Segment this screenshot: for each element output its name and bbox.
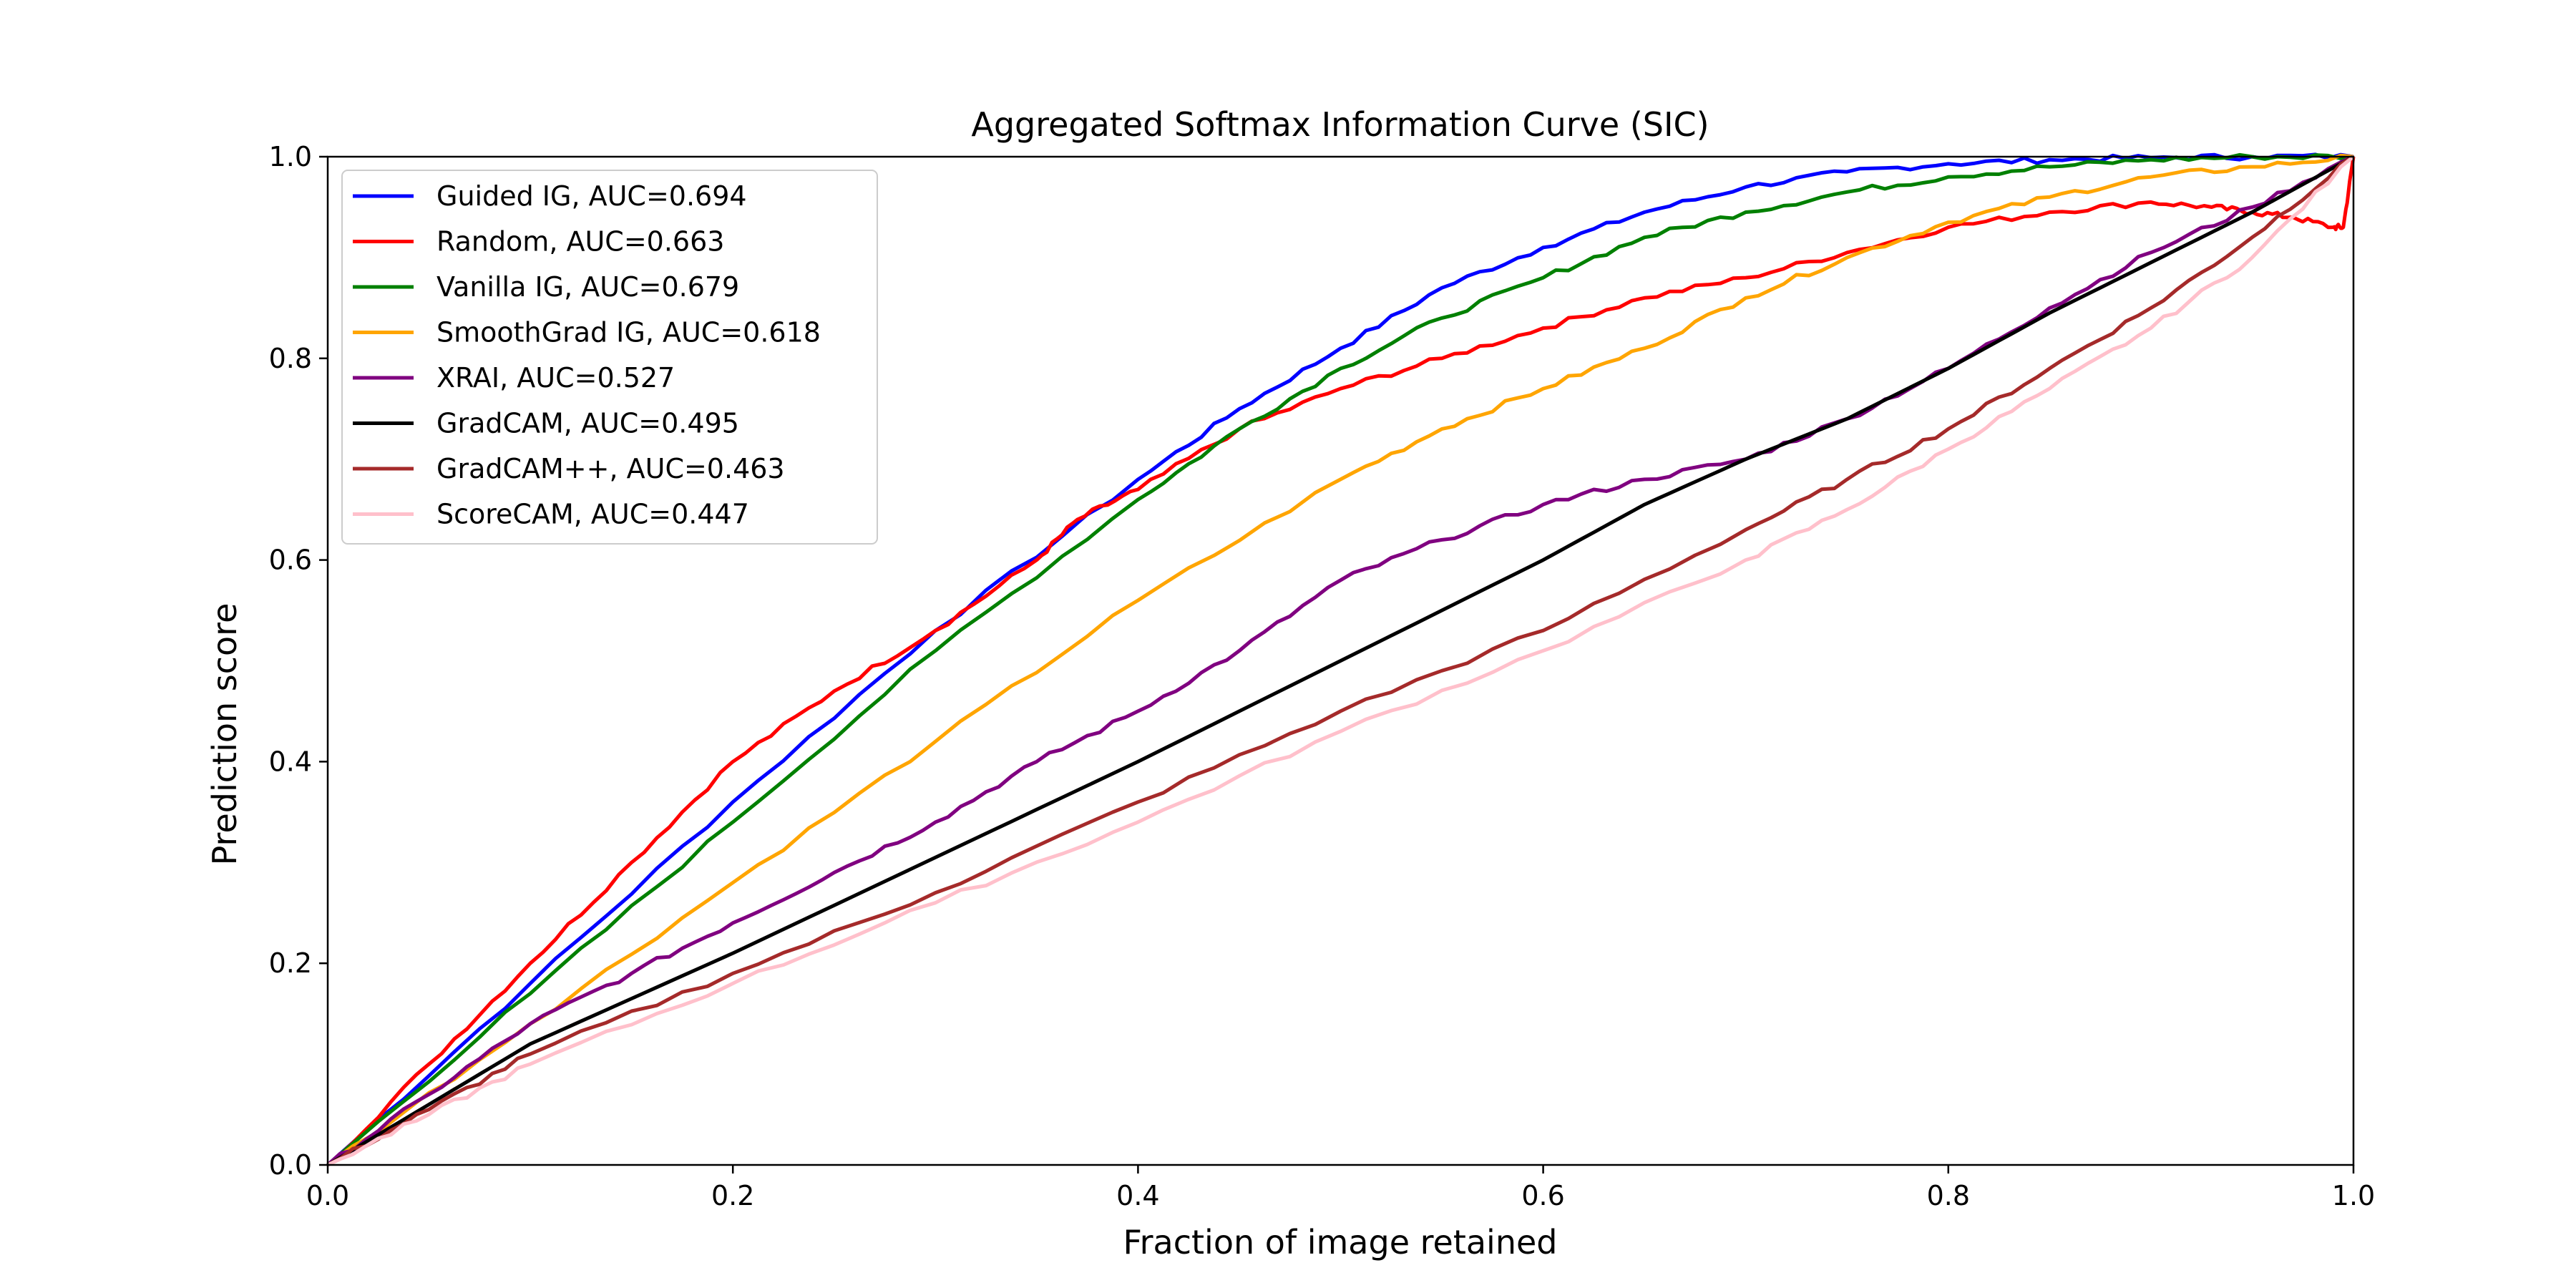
series-layer <box>326 152 2356 1167</box>
legend-entry-label: ScoreCAM, AUC=0.447 <box>436 499 749 530</box>
chart-title: Aggregated Softmax Information Curve (SI… <box>971 105 1709 144</box>
x-tick-label: 0.2 <box>711 1180 754 1211</box>
series-line <box>326 155 2355 1167</box>
series-line <box>326 156 2356 1166</box>
legend-entry-label: Guided IG, AUC=0.694 <box>436 180 747 212</box>
y-tick-label: 1.0 <box>269 141 312 172</box>
y-tick-label: 0.8 <box>269 343 312 374</box>
legend-entry-label: SmoothGrad IG, AUC=0.618 <box>436 317 821 348</box>
legend: Guided IG, AUC=0.694 Random, AUC=0.663 Van… <box>341 170 878 545</box>
x-tick-label: 1.0 <box>2332 1180 2375 1211</box>
x-tick-label: 0.0 <box>306 1180 349 1211</box>
x-tick-label: 0.8 <box>1927 1180 1970 1211</box>
series-line <box>326 155 2355 1167</box>
legend-entry-label: GradCAM, AUC=0.495 <box>436 408 739 439</box>
ticks-layer: 0.0 0.2 0.4 0.6 0.8 1.0 0.0 0.2 0.4 0.6 0.8 1.0 <box>269 141 2376 1211</box>
legend-box <box>341 170 878 545</box>
legend-entry-label: GradCAM++, AUC=0.463 <box>436 453 785 484</box>
y-tick-label: 0.0 <box>269 1149 312 1181</box>
legend-entry-label: Vanilla IG, AUC=0.679 <box>436 271 739 303</box>
x-tick-label: 0.6 <box>1521 1180 1564 1211</box>
series-line <box>326 152 2354 1166</box>
y-tick-label: 0.6 <box>269 545 312 576</box>
legend-entry-label: Random, AUC=0.663 <box>436 226 724 258</box>
y-tick-label: 0.4 <box>269 746 312 777</box>
x-axis-label: Fraction of image retained <box>1123 1223 1558 1262</box>
series-line <box>326 155 2355 1167</box>
y-axis-label: Prediction score <box>205 603 244 866</box>
series-line <box>326 153 2354 1166</box>
x-tick-label: 0.4 <box>1116 1180 1159 1211</box>
y-tick-label: 0.2 <box>269 947 312 979</box>
series-line <box>326 152 2354 1166</box>
legend-entry-label: XRAI, AUC=0.527 <box>436 362 675 394</box>
plot-frame <box>326 155 2355 1166</box>
